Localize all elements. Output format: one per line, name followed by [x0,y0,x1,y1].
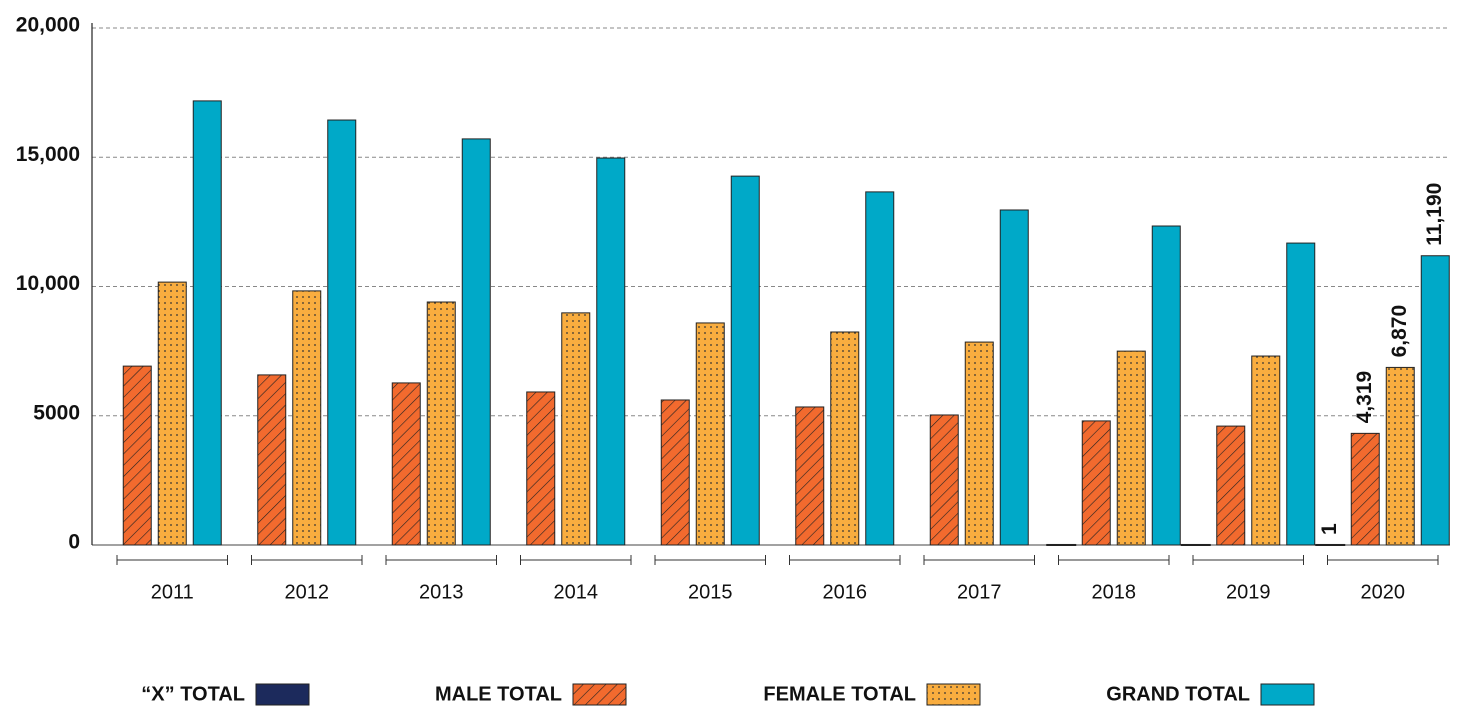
value-label: 1 [1318,523,1341,535]
bar [929,414,959,546]
legend-swatch [1260,683,1315,706]
bar [730,175,760,546]
bar [192,100,222,546]
bar [1216,425,1246,546]
x-tick-label: 2017 [957,581,1002,603]
y-tick-label: 20,000 [16,14,80,37]
bar [596,157,626,546]
bar [426,301,456,546]
legend-swatch [572,683,627,706]
bar [257,374,287,546]
y-tick-label: 15,000 [16,143,80,166]
legend-swatch [926,683,981,706]
x-tick-label: 2012 [285,581,330,603]
x-tick-label: 2015 [688,581,733,603]
bar [1251,355,1281,546]
y-tick-label: 5000 [33,401,80,424]
bar [1420,255,1450,546]
x-tick-label: 2019 [1226,581,1271,603]
legend-label: GRAND TOTAL [1106,683,1250,705]
bar [795,406,825,546]
x-tick-label: 2011 [151,581,194,603]
y-tick-label: 10,000 [16,272,80,295]
bar [695,322,725,546]
bar [660,399,690,546]
bar [157,281,187,546]
bar [1081,420,1111,546]
bar [561,312,591,546]
value-label: 6,870 [1388,305,1411,358]
legend-label: MALE TOTAL [435,683,562,705]
y-tick-label: 0 [68,531,80,554]
bar [830,331,860,546]
value-label: 11,190 [1423,183,1446,246]
legend-label: “X” TOTAL [141,683,245,705]
bar [122,365,152,546]
bar [865,191,895,546]
bar [327,119,357,546]
bar [964,341,994,546]
bar [292,290,322,546]
bar [1286,242,1316,546]
bar [461,138,491,546]
bar [1116,350,1146,546]
bar [391,382,421,546]
x-tick-label: 2018 [1092,581,1137,603]
value-label: 4,319 [1353,371,1376,424]
bar [526,391,556,546]
bar [1350,432,1380,546]
x-tick-label: 2013 [419,581,464,603]
bar [1385,366,1415,546]
x-tick-label: 2014 [554,581,599,603]
legend-swatch [255,683,310,706]
bar [1151,225,1181,546]
x-tick-label: 2020 [1361,581,1406,603]
bar [999,209,1029,546]
legend-label: FEMALE TOTAL [763,683,916,705]
x-tick-label: 2016 [823,581,868,603]
